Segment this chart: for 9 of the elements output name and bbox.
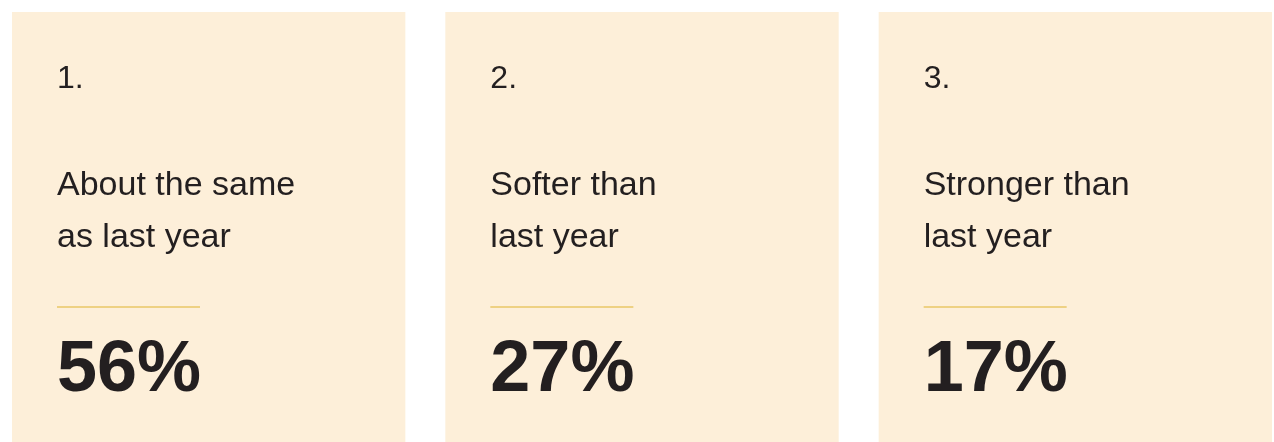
- category-label: Stronger than last year: [923, 164, 1130, 254]
- data-label: 27%: [490, 326, 635, 406]
- text: 2.: [490, 59, 518, 95]
- category-label: Softer than last year: [490, 164, 657, 254]
- category-label: About the same as last year: [57, 164, 296, 254]
- text: 3.: [923, 59, 951, 95]
- data-label: 17%: [923, 326, 1068, 406]
- data-label: 56%: [57, 326, 202, 406]
- text: 1.: [57, 59, 84, 95]
